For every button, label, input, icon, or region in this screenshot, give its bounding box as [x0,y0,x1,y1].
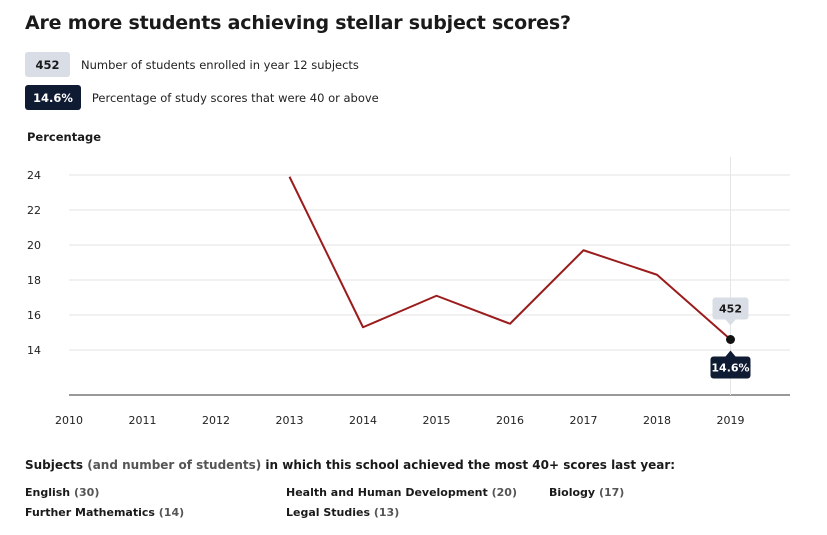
enrolled-tooltip [712,297,749,320]
subjects-heading-paren: (and number of students) [87,458,262,472]
x-tick-label: 2011 [129,414,157,427]
y-axis-label: Percentage [27,130,101,144]
x-tick-label: 2019 [717,414,745,427]
x-tick-label: 2016 [496,414,524,427]
chart-title: Are more students achieving stellar subj… [25,12,571,34]
percentage-legend-text: Percentage of study scores that were 40 … [91,90,379,105]
subject-count: (14) [158,506,185,519]
x-tick-label: 2014 [349,414,377,427]
subject-count: (13) [373,506,400,519]
subject-item: Health and Human Development (20) [286,486,517,499]
x-tick-label: 2010 [55,414,83,427]
enrolled-tooltip-pointer [725,319,736,326]
x-tick-label: 2012 [202,414,230,427]
subject-item: English (30) [25,486,99,499]
y-tick-label: 22 [27,204,41,217]
legend-enrolled: 452 Number of students enrolled in year … [25,52,359,77]
percentage-tooltip-pointer [725,350,736,357]
y-tick-label: 24 [27,169,41,182]
subject-name: Health and Human Development [286,486,488,499]
x-tick-label: 2018 [643,414,671,427]
percentage-badge: 14.6% [25,85,81,110]
subject-count: (20) [491,486,517,499]
enrolled-badge: 452 [25,52,70,77]
enrolled-legend-text: Number of students enrolled in year 12 s… [81,57,359,72]
subject-item: Biology (17) [549,486,624,499]
x-tick-label: 2013 [276,414,304,427]
subject-item: Further Mathematics (14) [25,506,184,519]
legend-percentage: 14.6% Percentage of study scores that we… [25,85,379,110]
subjects-heading-rest: in which this school achieved the most 4… [265,458,676,472]
enrolled-tooltip-label: 452 [719,303,742,316]
subject-name: Legal Studies [286,506,371,519]
subject-item: Legal Studies (13) [286,506,399,519]
subject-count: (17) [598,486,625,499]
percentage-tooltip [710,356,751,379]
x-tick-label: 2017 [570,414,598,427]
y-tick-label: 14 [27,344,41,357]
x-tick-label: 2015 [423,414,451,427]
y-tick-label: 18 [27,274,41,287]
subjects-heading: Subjects (and number of students) in whi… [25,458,675,472]
subject-name: Further Mathematics [25,506,155,519]
highlight-point [726,335,735,344]
y-tick-label: 16 [27,309,41,322]
subject-name: English [25,486,71,499]
y-tick-label: 20 [27,239,41,252]
percentage-tooltip-label: 14.6% [711,362,749,375]
subjects-heading-main: Subjects [25,458,84,472]
series-line [288,176,732,341]
subject-count: (30) [73,486,100,499]
subject-name: Biology [549,486,596,499]
